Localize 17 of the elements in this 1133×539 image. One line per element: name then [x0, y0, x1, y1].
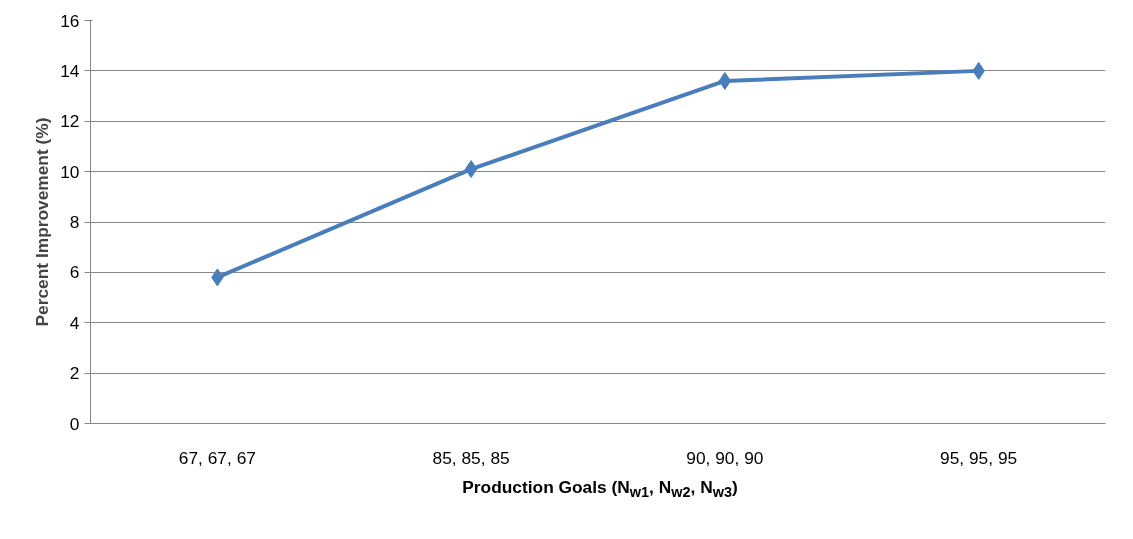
x-tick-label: 95, 95, 95: [940, 447, 1018, 468]
y-tick-label: 6: [69, 262, 80, 283]
y-tick-label: 14: [60, 60, 80, 81]
y-tick-label: 10: [60, 161, 80, 182]
y-tick-label: 16: [60, 10, 80, 31]
x-tick-label: 67, 67, 67: [178, 447, 256, 468]
y-tick-label: 4: [69, 312, 80, 333]
y-tick-label: 2: [69, 363, 80, 384]
y-tick-label: 12: [60, 111, 80, 132]
x-tick-label: 90, 90, 90: [686, 447, 764, 468]
y-tick-label: 0: [69, 413, 80, 434]
point: [464, 160, 478, 179]
x-tick-label: 85, 85, 85: [432, 447, 510, 468]
point: [718, 71, 732, 90]
y-tick-label: 8: [69, 212, 80, 232]
x-axis-title: Production Goals (N$_{w1}$, N$_{w2}$, N$_{w3}$): [461, 476, 739, 503]
y-axis-title: Percent Improvement (%): [32, 117, 53, 327]
